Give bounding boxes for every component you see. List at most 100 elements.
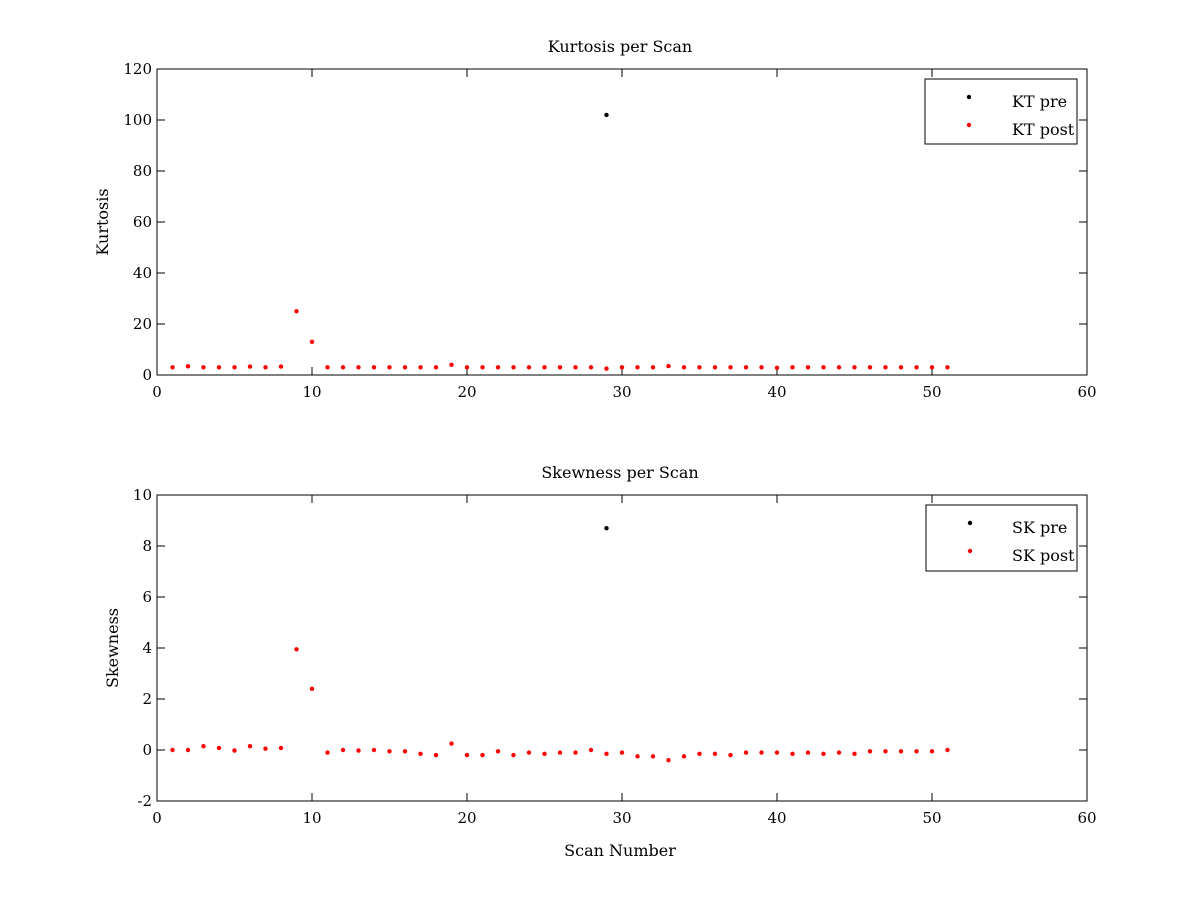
kurtosis-point-kt-post — [371, 365, 377, 370]
skewness-y-tick-label: -2 — [137, 792, 152, 810]
skewness-point-sk-post — [573, 750, 578, 755]
skewness-point-sk-post — [945, 747, 950, 753]
skewness-points — [170, 525, 950, 763]
skewness-point-sk-post — [619, 750, 625, 755]
kurtosis-point-kt-post — [914, 365, 919, 370]
kurtosis-point-kt-post — [480, 365, 485, 370]
skewness-point-sk-post — [697, 751, 702, 757]
kurtosis-point-kt-post — [511, 365, 516, 370]
skewness-point-sk-post — [433, 752, 439, 758]
kurtosis-point-kt-post — [449, 362, 454, 367]
skewness-point-sk-post — [247, 743, 253, 749]
skewness-point-sk-post — [526, 750, 532, 755]
kurtosis-y-tick-label: 60 — [133, 213, 152, 231]
skewness-point-sk-post — [914, 749, 919, 754]
kurtosis-y-axis-label: Kurtosis — [93, 188, 112, 255]
kurtosis-point-kt-post — [619, 365, 625, 370]
skewness-point-sk-post — [836, 750, 842, 755]
kurtosis-point-kt-pre — [604, 112, 609, 118]
skewness-x-tick-label: 10 — [302, 809, 321, 827]
kurtosis-points — [170, 112, 950, 371]
skewness-legend-label-pre: SK pre — [1012, 518, 1067, 537]
skewness-legend: SK pre SK post — [925, 504, 1078, 572]
skewness-point-sk-post — [681, 754, 687, 759]
kurtosis-x-tick-label: 0 — [152, 383, 162, 401]
skewness-point-sk-post — [371, 747, 377, 753]
kurtosis-point-kt-post — [185, 364, 191, 369]
kurtosis-point-kt-post — [588, 365, 594, 370]
skewness-point-sk-post — [216, 745, 222, 751]
skewness-y-tick-label: 8 — [142, 537, 152, 555]
skewness-point-sk-post — [712, 751, 718, 757]
skewness-point-sk-post — [557, 750, 563, 755]
kurtosis-point-kt-post — [201, 365, 206, 370]
kurtosis-chart-title: Kurtosis per Scan — [548, 37, 692, 56]
skewness-point-sk-post — [883, 749, 888, 754]
skewness-x-tick-label: 0 — [152, 809, 162, 827]
kurtosis-point-kt-post — [604, 366, 609, 371]
kurtosis-x-tick-label: 30 — [612, 383, 631, 401]
skewness-point-sk-post — [356, 748, 361, 753]
skewness-point-sk-post — [263, 746, 268, 751]
kurtosis-y-tick-label: 80 — [133, 162, 152, 180]
kurtosis-point-kt-post — [898, 365, 904, 370]
skewness-y-axis-label: Skewness — [103, 608, 122, 688]
skewness-y-tick-label: 10 — [133, 486, 152, 504]
skewness-y-tick-label: 0 — [142, 741, 152, 759]
skewness-point-sk-post — [387, 749, 392, 754]
skewness-point-sk-post — [325, 750, 330, 755]
skewness-point-sk-post — [790, 751, 795, 757]
skewness-point-sk-post — [650, 754, 656, 759]
kurtosis-y-tick-label: 120 — [123, 60, 152, 78]
skewness-point-sk-post — [309, 686, 315, 691]
kurtosis-point-kt-post — [356, 365, 361, 370]
skewness-point-sk-post — [185, 747, 191, 753]
skewness-x-tick-label: 40 — [767, 809, 786, 827]
skewness-point-sk-post — [294, 647, 299, 652]
kurtosis-x-tick-label: 40 — [767, 383, 786, 401]
skewness-point-sk-post — [728, 752, 733, 758]
skewness-x-tick-label: 60 — [1077, 809, 1096, 827]
kurtosis-y-tick-label: 20 — [133, 315, 152, 333]
kurtosis-point-kt-post — [402, 365, 408, 370]
kurtosis-point-kt-post — [294, 309, 299, 314]
skewness-point-sk-post — [449, 741, 454, 746]
skewness-legend-box — [925, 504, 1078, 572]
kurtosis-point-kt-post — [774, 365, 780, 371]
skewness-point-sk-post — [170, 747, 175, 753]
kurtosis-point-kt-post — [945, 365, 950, 370]
kurtosis-legend-box — [924, 78, 1078, 145]
kurtosis-point-kt-post — [309, 339, 315, 345]
skewness-point-sk-post — [666, 758, 671, 763]
skewness-point-sk-post — [821, 751, 826, 757]
skewness-legend-label-post: SK post — [1012, 546, 1075, 565]
skewness-point-sk-post — [232, 748, 237, 753]
kurtosis-point-kt-post — [712, 365, 718, 370]
kurtosis-legend-label-post: KT post — [1012, 120, 1075, 139]
kurtosis-y-tick-label: 100 — [123, 111, 152, 129]
skewness-point-sk-post — [929, 749, 935, 754]
skewness-point-sk-post — [898, 749, 904, 754]
skewness-point-sk-post — [867, 749, 873, 754]
kurtosis-point-kt-post — [464, 365, 470, 370]
kurtosis-legend-marker-pre — [966, 94, 972, 100]
kurtosis-point-kt-post — [216, 365, 222, 370]
kurtosis-point-kt-post — [542, 365, 547, 370]
kurtosis-point-kt-post — [278, 364, 284, 369]
kurtosis-point-kt-post — [821, 365, 826, 370]
kurtosis-x-tick-label: 20 — [457, 383, 476, 401]
kurtosis-legend: KT pre KT post — [924, 78, 1078, 145]
skewness-point-sk-post — [201, 743, 206, 749]
skewness-point-sk-post — [495, 749, 501, 754]
kurtosis-point-kt-post — [573, 365, 578, 370]
skewness-point-sk-post — [511, 752, 516, 758]
kurtosis-point-kt-post — [867, 365, 873, 370]
kurtosis-y-tick-label: 0 — [142, 366, 152, 384]
kurtosis-point-kt-post — [340, 365, 346, 370]
kurtosis-point-kt-post — [495, 365, 501, 370]
skewness-point-sk-post — [480, 752, 485, 758]
kurtosis-point-kt-post — [387, 365, 392, 370]
kurtosis-point-kt-post — [836, 365, 842, 370]
skewness-point-sk-post — [542, 751, 547, 757]
